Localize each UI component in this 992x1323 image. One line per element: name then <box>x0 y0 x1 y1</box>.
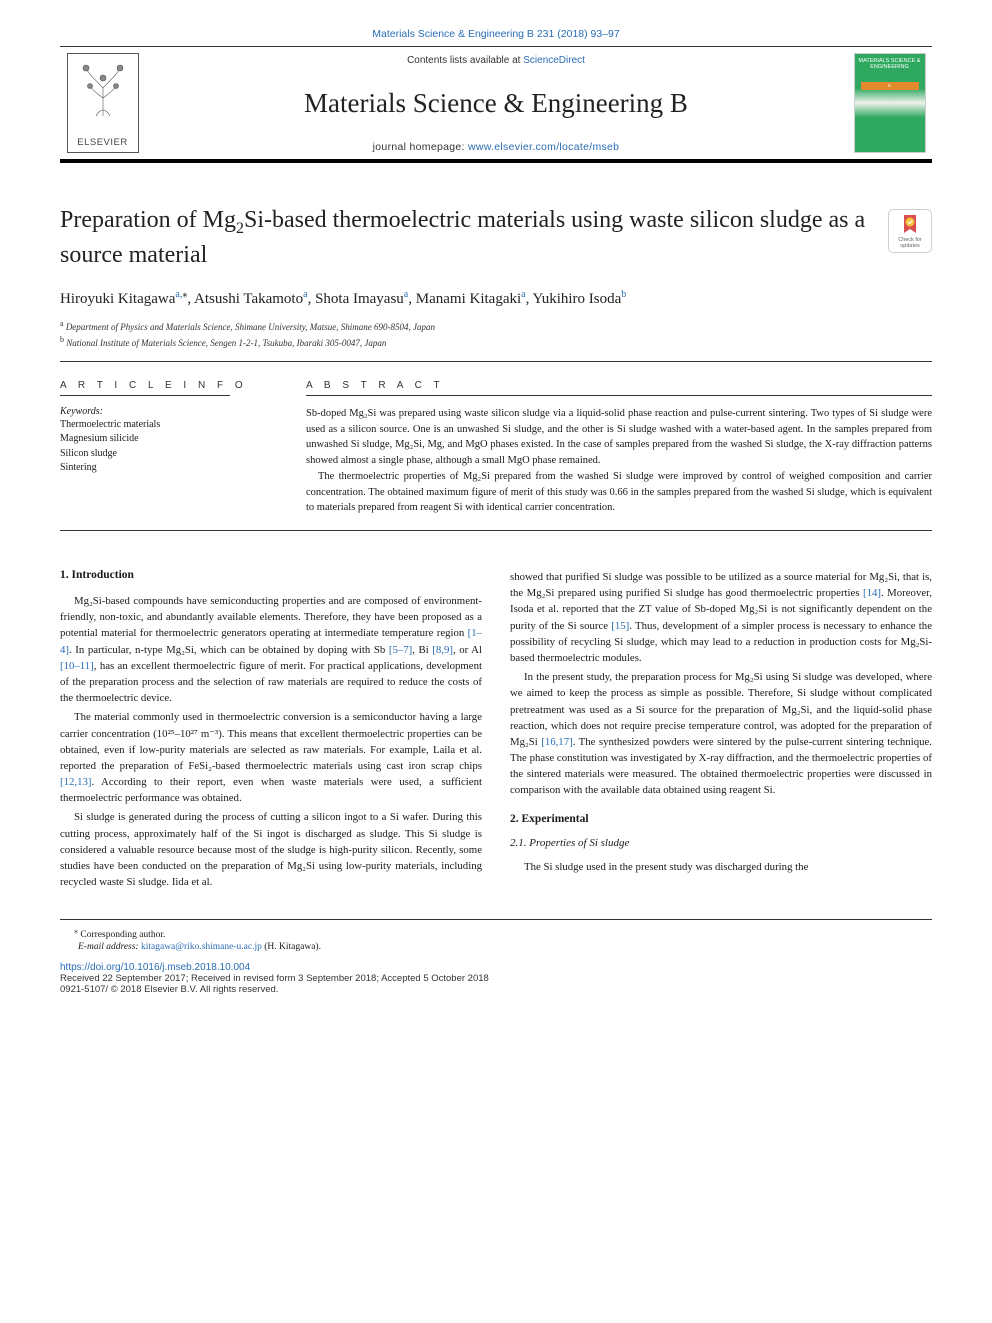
journal-cover-col: MATERIALS SCIENCE & ENGINEERING B <box>847 47 932 159</box>
corresponding-author: ⁎ Corresponding author. <box>74 926 932 940</box>
authors-line: Hiroyuki Kitagawaa,⁎, Atsushi Takamotoa,… <box>60 289 932 308</box>
aff-label-a: a <box>60 319 64 328</box>
citation-link[interactable]: [5–7] <box>389 644 412 656</box>
text: . The synthesized powders were sintered … <box>510 736 932 797</box>
citation-link[interactable]: [16,17] <box>541 736 572 748</box>
publisher-logo-col: ELSEVIER <box>60 47 145 159</box>
text: The material commonly used in thermoelec… <box>60 711 482 772</box>
affiliation-a: a Department of Physics and Materials Sc… <box>60 318 932 335</box>
keyword: Silicon sludge <box>60 447 270 462</box>
footer: ⁎ Corresponding author. E-mail address: … <box>60 919 932 994</box>
check-updates-badge[interactable]: Check for updates <box>888 209 932 253</box>
cover-title: MATERIALS SCIENCE & ENGINEERING <box>859 58 921 70</box>
homepage-line: journal homepage: www.elsevier.com/locat… <box>155 141 837 153</box>
text: , has an excellent thermoelectric figure… <box>60 660 482 704</box>
check-updates-label: Check for updates <box>889 237 931 249</box>
copyright-line: 0921-5107/ © 2018 Elsevier B.V. All righ… <box>60 984 932 995</box>
author-5-aff: b <box>621 289 626 300</box>
body-paragraph: The Si sludge used in the present study … <box>510 859 932 875</box>
author-3: , Shota Imayasu <box>308 291 404 307</box>
body-columns: 1. Introduction Mg₂Si-based compounds ha… <box>60 569 932 893</box>
keyword: Magnesium silicide <box>60 432 270 447</box>
rule <box>60 530 932 531</box>
affiliation-b: b National Institute of Materials Scienc… <box>60 334 932 351</box>
text: Mg₂Si-based compounds have semiconductin… <box>60 595 482 639</box>
publisher-label: ELSEVIER <box>77 137 127 148</box>
article-info-label: A R T I C L E I N F O <box>60 380 270 391</box>
abstract-p2: The thermoelectric properties of Mg₂Si p… <box>306 469 932 516</box>
aff-text-b: National Institute of Materials Science,… <box>66 338 386 348</box>
author-2: , Atsushi Takamoto <box>187 291 303 307</box>
cover-bar: B <box>861 82 919 90</box>
aff-text-a: Department of Physics and Materials Scie… <box>66 322 435 332</box>
section-heading: 2. Experimental <box>510 813 932 825</box>
sciencedirect-link[interactable]: ScienceDirect <box>523 55 585 66</box>
citation-link[interactable]: [10–11] <box>60 660 94 672</box>
homepage-link[interactable]: www.elsevier.com/locate/mseb <box>468 141 619 153</box>
article-info-col: A R T I C L E I N F O Keywords: Thermoel… <box>60 380 270 516</box>
text: . In particular, n-type Mg₂Si, which can… <box>69 644 389 656</box>
journal-cover: MATERIALS SCIENCE & ENGINEERING B <box>854 53 926 153</box>
contents-prefix: Contents lists available at <box>407 55 523 66</box>
corr-text: Corresponding author. <box>78 931 165 941</box>
keywords-label: Keywords: <box>60 406 270 417</box>
title-sub: 2 <box>236 220 244 237</box>
citation-link[interactable]: [14] <box>863 587 881 599</box>
email-who: (H. Kitagawa). <box>262 942 321 952</box>
body-paragraph: The material commonly used in thermoelec… <box>60 709 482 806</box>
citation-link[interactable]: [12,13] <box>60 776 91 788</box>
masthead-center: Contents lists available at ScienceDirec… <box>145 47 847 159</box>
publisher-logo: ELSEVIER <box>67 53 139 153</box>
section-heading: 1. Introduction <box>60 569 482 581</box>
keyword: Thermoelectric materials <box>60 418 270 433</box>
email-line: E-mail address: kitagawa@riko.shimane-u.… <box>78 942 932 952</box>
author-1: Hiroyuki Kitagawa <box>60 291 175 307</box>
abstract-text: Sb-doped Mg₂Si was prepared using waste … <box>306 406 932 516</box>
article-title: Preparation of Mg2Si-based thermoelectri… <box>60 205 876 271</box>
text: , or Al <box>453 644 482 656</box>
citation-link[interactable]: [15] <box>611 620 629 632</box>
email-address[interactable]: kitagawa@riko.shimane-u.ac.jp <box>141 942 262 952</box>
body-paragraph: showed that purified Si sludge was possi… <box>510 569 932 666</box>
abstract-p1: Sb-doped Mg₂Si was prepared using waste … <box>306 406 932 469</box>
received-line: Received 22 September 2017; Received in … <box>60 973 932 984</box>
elsevier-tree-icon <box>76 58 130 120</box>
journal-masthead: ELSEVIER Contents lists available at Sci… <box>60 46 932 163</box>
email-label: E-mail address: <box>78 942 141 952</box>
rule <box>60 361 932 362</box>
citation-link[interactable]: [8,9] <box>432 644 453 656</box>
info-rule <box>60 395 230 396</box>
subsection-heading: 2.1. Properties of Si sludge <box>510 837 932 849</box>
left-column: 1. Introduction Mg₂Si-based compounds ha… <box>60 569 482 893</box>
body-paragraph: In the present study, the preparation pr… <box>510 669 932 799</box>
aff-label-b: b <box>60 335 64 344</box>
author-5: , Yukihiro Isoda <box>526 291 622 307</box>
title-pre: Preparation of Mg <box>60 207 236 233</box>
affiliations: a Department of Physics and Materials Sc… <box>60 318 932 351</box>
doi-link[interactable]: https://doi.org/10.1016/j.mseb.2018.10.0… <box>60 962 932 973</box>
keyword: Sintering <box>60 461 270 476</box>
body-paragraph: Si sludge is generated during the proces… <box>60 809 482 890</box>
abstract-rule <box>306 395 932 396</box>
text: , Bi <box>412 644 432 656</box>
contents-line: Contents lists available at ScienceDirec… <box>155 55 837 66</box>
abstract-col: A B S T R A C T Sb-doped Mg₂Si was prepa… <box>306 380 932 516</box>
author-4: , Manami Kitagaki <box>408 291 521 307</box>
homepage-prefix: journal homepage: <box>373 141 468 153</box>
body-paragraph: Mg₂Si-based compounds have semiconductin… <box>60 593 482 706</box>
abstract-label: A B S T R A C T <box>306 380 932 391</box>
right-column: showed that purified Si sludge was possi… <box>510 569 932 893</box>
journal-title: Materials Science & Engineering B <box>155 88 837 119</box>
bookmark-check-icon <box>898 213 922 237</box>
text: . According to their report, even when w… <box>60 776 482 804</box>
citation-header: Materials Science & Engineering B 231 (2… <box>60 28 932 40</box>
